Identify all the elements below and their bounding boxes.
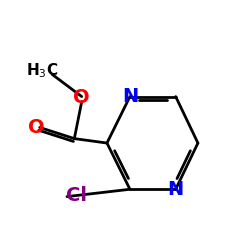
Text: N: N: [122, 87, 138, 106]
Text: H$_3$C: H$_3$C: [26, 61, 58, 80]
Text: O: O: [28, 118, 44, 137]
Text: N: N: [168, 180, 184, 199]
Text: O: O: [74, 88, 90, 107]
Text: Cl: Cl: [66, 186, 87, 205]
